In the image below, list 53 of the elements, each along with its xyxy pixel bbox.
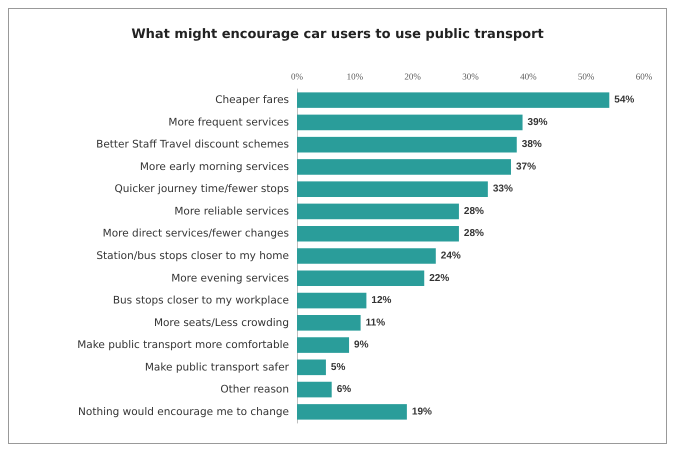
bar [297,181,488,197]
bar [297,382,332,398]
y-tick-label: Make public transport more comfortable [77,339,289,352]
chart-title: What might encourage car users to use public transport [131,27,544,42]
data-label: 54% [614,94,634,106]
data-label: 39% [528,116,548,128]
bar [297,270,424,286]
bar [297,226,459,242]
data-label: 24% [440,250,461,262]
y-tick-label: Cheaper fares [215,94,289,106]
bar [297,315,361,331]
data-label: 12% [371,295,392,306]
y-tick-label: More direct services/fewer changes [102,228,289,240]
bar [297,92,610,108]
data-label: 6% [336,384,352,396]
bar [297,114,523,130]
x-tick-label: 20% [404,72,422,82]
x-tick-label: 10% [346,72,364,82]
y-tick-label: Bus stops closer to my workplace [112,294,289,307]
data-label: 28% [464,228,484,240]
bar [297,204,459,220]
bar [297,337,350,353]
y-tick-label: Better Staff Travel discount schemes [96,138,289,151]
y-tick-label: More reliable services [174,205,289,218]
x-tick-label: 0% [291,72,304,82]
data-label: 5% [330,362,346,373]
x-tick-label: 40% [520,72,538,82]
y-tick-label: Quicker journey time/fewer stops [114,183,289,196]
y-tick-label: Make public transport safer [144,361,290,374]
data-label: 11% [366,317,386,328]
bar [297,292,366,308]
data-label: 28% [464,206,484,217]
y-tick-label: Station/bus stops closer to my home [96,250,289,262]
bar [297,404,407,420]
data-label: 38% [522,139,542,150]
data-label: 37% [516,161,536,172]
y-tick-label: More frequent services [168,116,289,128]
y-tick-label: More seats/Less crowding [154,316,289,329]
data-label: 9% [354,340,369,351]
y-tick-label: Nothing would encourage me to change [78,406,289,418]
data-label: 19% [412,406,432,418]
data-label: 33% [492,184,513,195]
y-tick-label: More early morning services [140,160,289,173]
x-tick-label: 50% [578,72,595,82]
y-tick-label: Other reason [220,384,289,396]
bar [297,136,517,152]
bar [297,159,511,175]
bar [297,248,436,264]
y-tick-label: More evening services [171,272,289,284]
x-tick-label: 60% [636,72,653,82]
x-tick-label: 30% [462,72,480,82]
bar [297,360,326,376]
data-label: 22% [429,272,450,284]
